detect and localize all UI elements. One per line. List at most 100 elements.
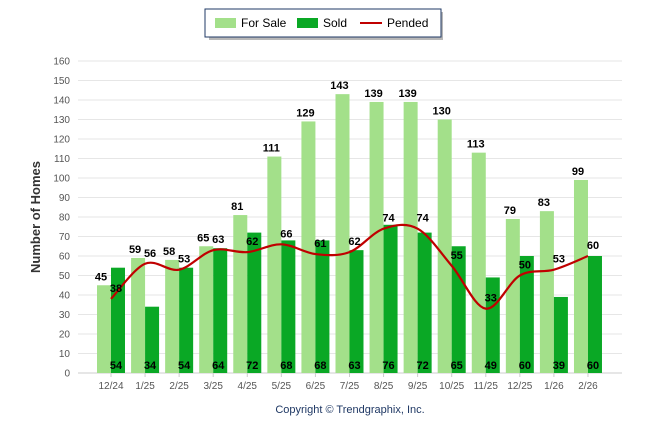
label-for-sale: 81	[231, 201, 243, 213]
label-pended: 50	[519, 260, 531, 272]
bar-sold	[383, 224, 398, 373]
y-tick-label: 130	[53, 115, 70, 126]
y-tick-label: 110	[54, 154, 70, 165]
bar-sold	[145, 306, 160, 373]
x-tick-label: 2/26	[578, 381, 598, 392]
y-tick-label: 70	[59, 232, 71, 243]
label-for-sale: 65	[197, 232, 209, 244]
bar-for-sale	[403, 101, 418, 373]
label-for-sale: 79	[504, 205, 516, 217]
bar-for-sale	[369, 101, 384, 373]
bar-sold	[349, 250, 364, 373]
label-pended: 74	[382, 213, 395, 225]
bar-sold	[485, 277, 500, 373]
bar-for-sale	[131, 257, 146, 373]
label-pended: 38	[110, 283, 122, 295]
label-for-sale: 59	[129, 244, 141, 256]
label-sold: 60	[519, 360, 531, 372]
x-tick-label: 1/25	[135, 381, 155, 392]
label-sold: 76	[382, 360, 394, 372]
label-pended: 74	[417, 213, 430, 225]
label-pended: 53	[178, 254, 190, 266]
label-pended: 66	[280, 228, 292, 240]
y-tick-label: 40	[59, 291, 71, 302]
x-tick-label: 12/25	[507, 381, 532, 392]
label-sold: 72	[246, 360, 258, 372]
legend-swatch-sold	[297, 18, 318, 28]
label-sold: 54	[178, 360, 191, 372]
y-tick-label: 0	[64, 369, 70, 380]
label-sold: 68	[314, 360, 326, 372]
x-tick-label: 12/24	[98, 381, 123, 392]
label-sold: 63	[348, 360, 360, 372]
bar-sold	[417, 232, 432, 373]
label-for-sale: 143	[330, 80, 348, 92]
x-tick-label: 5/25	[272, 381, 292, 392]
label-sold: 39	[553, 360, 565, 372]
x-tick-label: 7/25	[340, 381, 360, 392]
label-for-sale: 139	[364, 88, 382, 100]
label-sold: 60	[587, 360, 599, 372]
bar-for-sale	[437, 119, 452, 373]
y-tick-label: 20	[59, 330, 71, 341]
label-pended: 33	[485, 293, 497, 305]
y-tick-label: 10	[59, 349, 71, 360]
legend-sold: Sold	[323, 16, 347, 30]
bar-for-sale	[573, 179, 588, 373]
bar-for-sale	[505, 218, 520, 373]
legend: For Sale Sold Pended	[204, 8, 443, 40]
label-sold: 54	[110, 360, 123, 372]
label-for-sale: 130	[433, 106, 451, 118]
label-for-sale: 58	[163, 246, 175, 258]
y-tick-label: 90	[59, 193, 71, 204]
label-sold: 65	[451, 360, 463, 372]
label-for-sale: 83	[538, 197, 550, 209]
bar-sold	[281, 240, 296, 373]
bar-for-sale	[471, 152, 486, 373]
bar-for-sale	[335, 94, 350, 374]
x-tick-label: 4/25	[238, 381, 258, 392]
x-tick-label: 9/25	[408, 381, 428, 392]
label-pended: 60	[587, 240, 599, 252]
label-for-sale: 45	[95, 271, 107, 283]
bar-sold	[213, 248, 228, 373]
y-tick-label: 160	[53, 57, 70, 68]
data-labels: 45 54 38 59 34 56 58 54 53 65 64 63 81 72 62 111 68 66 129…	[95, 80, 599, 372]
label-pended: 55	[451, 250, 463, 262]
bar-for-sale	[233, 215, 248, 373]
bar-for-sale	[199, 246, 214, 373]
label-sold: 49	[485, 360, 497, 372]
y-tick-label: 150	[53, 76, 70, 87]
label-for-sale: 111	[263, 143, 280, 155]
x-tick-label: 11/25	[474, 381, 499, 392]
x-tick-label: 8/25	[374, 381, 394, 392]
label-pended: 61	[314, 238, 326, 250]
label-pended: 62	[246, 236, 258, 248]
bar-for-sale	[97, 285, 111, 373]
label-sold: 68	[280, 360, 292, 372]
label-sold: 64	[212, 360, 225, 372]
y-tick-label: 30	[59, 310, 71, 321]
x-tick-label: 2/25	[169, 381, 189, 392]
copyright: Copyright © Trendgraphix, Inc.	[275, 404, 424, 416]
label-for-sale: 139	[398, 88, 416, 100]
y-tick-label: 120	[53, 135, 70, 146]
legend-swatch-for-sale	[215, 18, 236, 28]
x-tick-label: 3/25	[203, 381, 223, 392]
y-tick-label: 60	[59, 252, 71, 263]
bar-for-sale	[165, 259, 180, 373]
y-axis-label: Number of Homes	[28, 161, 43, 273]
legend-pended: Pended	[387, 16, 428, 30]
y-tick-label: 140	[53, 96, 70, 107]
legend-for-sale: For Sale	[241, 16, 287, 30]
label-pended: 53	[553, 254, 565, 266]
y-tick-label: 80	[59, 213, 71, 224]
x-tick-label: 1/26	[544, 381, 564, 392]
label-for-sale: 99	[572, 166, 584, 178]
bar-sold	[247, 232, 262, 373]
label-pended: 63	[212, 234, 224, 246]
bar-for-sale	[301, 121, 316, 373]
bar-sold	[179, 267, 194, 373]
y-tick-label: 50	[59, 271, 71, 282]
